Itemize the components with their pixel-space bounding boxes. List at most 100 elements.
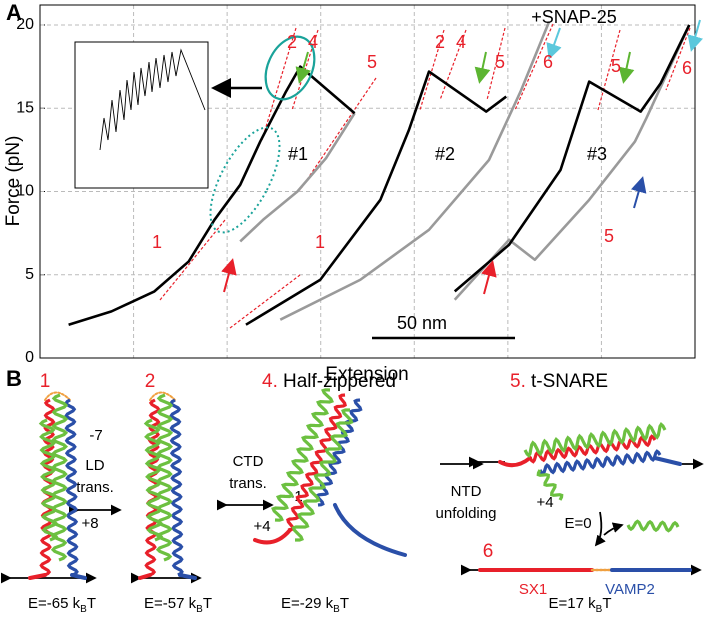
helix <box>155 393 174 562</box>
layer-label: +4 <box>253 518 270 535</box>
helix <box>523 422 667 458</box>
helix <box>271 388 334 522</box>
energy-text: T <box>602 595 611 612</box>
annotation: #1 <box>288 144 308 164</box>
annotations: 12 45#112 45 6#2+SNAP-255 6#35 <box>152 7 692 252</box>
layer-label: +8 <box>81 515 98 532</box>
annotation: 2 <box>435 32 445 52</box>
x-axis-title: Extension <box>325 364 408 385</box>
arrow <box>546 27 562 60</box>
y-tick-label: 20 <box>16 16 34 33</box>
chain <box>138 573 152 580</box>
loop <box>44 391 71 401</box>
annotation: 2 <box>287 32 297 52</box>
chain <box>333 503 407 557</box>
diagram: 1 2 4. Half-zippered 5. t-SNARE 6 LD tra… <box>1 371 704 615</box>
energy-sub: B <box>80 604 87 615</box>
transition: LD <box>85 457 104 474</box>
trace <box>245 70 508 326</box>
state-number: 6 <box>483 541 494 562</box>
state-number: 5. <box>510 371 526 392</box>
fit-line <box>514 23 554 111</box>
helix <box>50 393 69 562</box>
energy-text: E=-57 k <box>144 595 197 612</box>
trace <box>68 65 356 326</box>
state-number: 1 <box>40 371 51 392</box>
energy-sub: B <box>333 604 340 615</box>
trace <box>239 112 356 243</box>
trace <box>279 21 551 321</box>
annotation: 1 <box>152 232 162 252</box>
highlight <box>209 126 281 234</box>
energy-text: E=-29 k <box>281 595 334 612</box>
fit-line <box>229 274 301 329</box>
transition: NTD <box>451 483 482 500</box>
y-tick-label: 10 <box>16 183 34 200</box>
annotation: 4 <box>456 32 466 52</box>
annotation: 5 <box>495 52 505 72</box>
annotation: +SNAP-25 <box>531 7 617 27</box>
inset-trace <box>99 48 206 151</box>
helix <box>291 408 354 542</box>
helix <box>528 434 657 464</box>
annotation: 1 <box>315 232 325 252</box>
energy-text: T <box>87 595 96 612</box>
arrow <box>631 176 647 209</box>
state-name: Half-zippered <box>283 371 396 392</box>
energy-sub: B <box>196 604 203 615</box>
axes-frame <box>39 4 696 359</box>
arrow <box>618 51 635 84</box>
energy: E=-29 kBT <box>281 595 349 615</box>
arrows <box>221 19 703 295</box>
energy: E=-57 kBT <box>144 595 212 615</box>
chain <box>28 573 47 580</box>
chain <box>253 528 292 545</box>
transition: CTD <box>233 453 264 470</box>
energy-sub: B <box>596 604 603 615</box>
trace <box>453 24 691 293</box>
state-number: 4. <box>262 371 278 392</box>
energy-text: T <box>340 595 349 612</box>
chain <box>653 456 682 466</box>
energy: E=17 kBT <box>549 595 612 615</box>
helix <box>626 519 680 533</box>
state-number: 2 <box>145 371 156 392</box>
y-axis-title: Force (pN) <box>3 136 24 227</box>
fit-line <box>299 77 377 191</box>
annotation: 5 <box>367 52 377 72</box>
panel-label: B <box>6 366 22 391</box>
chain <box>498 456 532 468</box>
transition: unfolding <box>436 505 497 522</box>
inset <box>74 41 209 189</box>
fit-line <box>419 29 445 111</box>
annotation: #2 <box>435 144 455 164</box>
state-name: t-SNARE <box>531 371 608 392</box>
fit-lines <box>159 23 691 329</box>
helices <box>38 388 680 577</box>
fit-line <box>597 29 621 111</box>
transition: trans. <box>76 479 114 496</box>
helix <box>286 393 347 532</box>
arrow <box>594 511 606 547</box>
energy: E=0 <box>564 515 591 532</box>
trace <box>453 24 691 301</box>
scale-bar-label: 50 nm <box>397 313 447 333</box>
protein-label: VAMP2 <box>605 581 655 598</box>
arrow <box>221 258 237 293</box>
fit-line <box>486 27 506 101</box>
transition: trans. <box>229 475 267 492</box>
y-tick-label: 15 <box>16 99 34 116</box>
arrow <box>687 19 703 52</box>
arrow <box>474 51 491 84</box>
helix <box>538 449 662 476</box>
annotation: 5 <box>604 226 614 246</box>
y-tick-label: 0 <box>25 349 34 366</box>
loop <box>149 391 176 401</box>
energy-text: E=17 k <box>549 595 597 612</box>
annotation: 6 <box>543 52 553 72</box>
energy: E=-65 kBT <box>28 595 96 615</box>
energy-text: E=-65 k <box>28 595 81 612</box>
fit-line <box>665 27 691 91</box>
